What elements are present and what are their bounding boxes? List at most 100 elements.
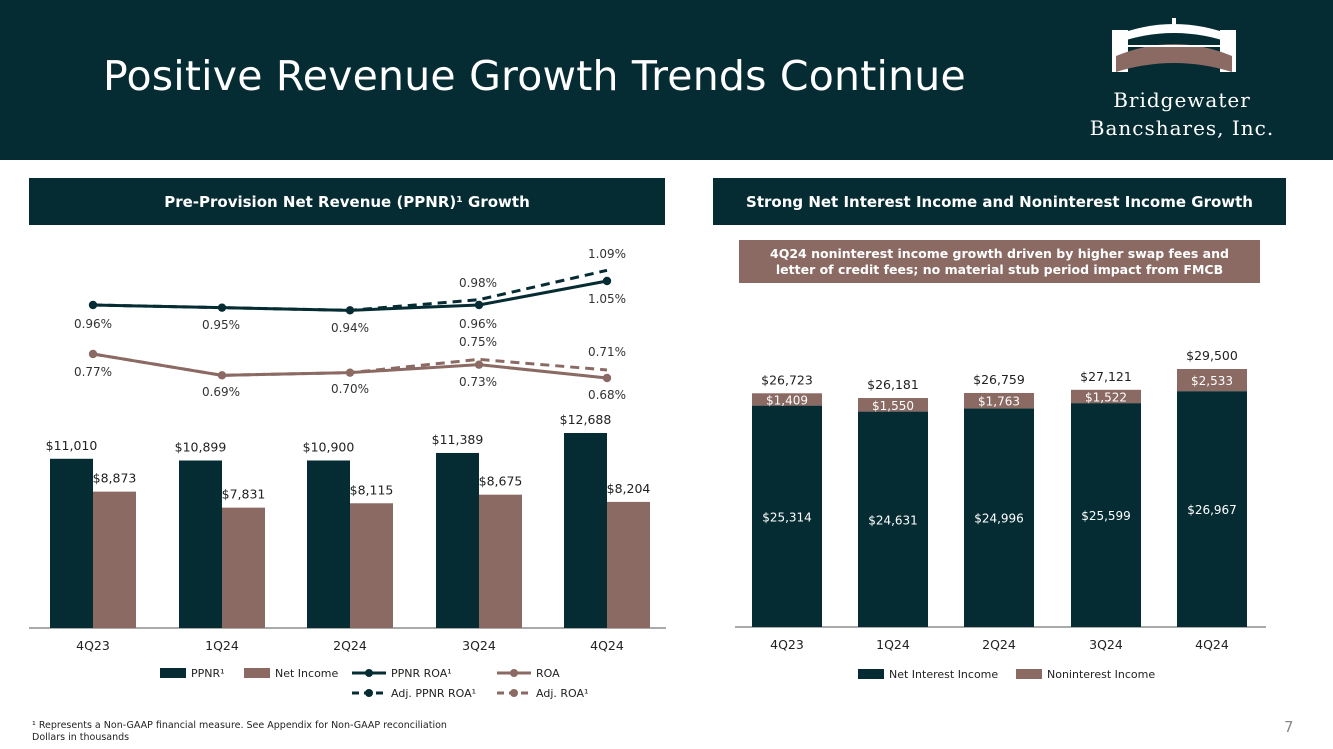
ppnr-value-label: $11,389 [432,432,484,447]
nonint-value-label: $1,522 [1085,390,1127,404]
nonint-value-label: $1,550 [872,399,914,413]
right-x-tick-label: 1Q24 [876,637,910,652]
ppnr-value-label: $11,010 [46,438,98,453]
legend-roa-label: ROA [536,667,560,680]
nonint-bar [1177,369,1247,392]
legend-adj-ppnr-roa-marker [365,689,373,697]
legend-ppnr-roa-marker [365,669,373,677]
ppnr-roa-label: 0.96% [459,317,497,331]
total-value-label: $26,723 [761,372,813,387]
page-number: 7 [1284,718,1294,736]
ppnr-bar [179,460,222,628]
nonint-bar [858,398,928,412]
nii-bar [1177,391,1247,627]
adj-roa-label: 0.75% [459,335,497,349]
net-income-bar [607,501,650,628]
legend-nonint-label: Noninterest Income [1047,668,1155,681]
footnote-line-1: ¹ Represents a Non-GAAP financial measur… [32,720,447,731]
legend-net-income-label: Net Income [275,667,339,680]
net-income-value-label: $8,115 [350,482,394,497]
roa-point [345,368,355,377]
x-tick-label: 4Q24 [590,638,624,653]
legend-ppnr-swatch [160,668,186,678]
nii-bar [858,411,928,627]
ppnr-bar [50,458,93,628]
roa-point [217,371,227,380]
total-value-label: $26,759 [973,372,1025,387]
net-income-value-label: $7,831 [222,487,266,502]
net-income-value-label: $8,675 [479,474,523,489]
adj-ppnr-roa-label: 0.98% [459,276,497,290]
footnote-line-2: Dollars in thousands [32,732,130,743]
ppnr-bar [564,433,607,628]
roa-label: 0.77% [74,365,112,379]
roa-point [474,360,484,369]
net-income-bar [479,494,522,628]
roa-point [602,276,612,286]
nonint-bar [752,393,822,406]
legend-net-income-swatch [244,668,270,678]
bridge-logo-icon [1112,18,1236,72]
ppnr-value-label: $10,900 [303,439,355,454]
nii-value-label: $25,599 [1081,509,1131,523]
roa-line [92,279,608,312]
nonint-bar [964,392,1034,409]
net-income-bar [350,503,393,628]
roa-label: 0.68% [588,388,626,402]
legend-nonint-swatch [1016,669,1042,679]
header-banner: Positive Revenue Growth Trends Continue … [0,0,1333,160]
roa-point [88,349,98,359]
legend-adj-ppnr-roa-label: Adj. PPNR ROA¹ [391,687,476,700]
adj-roa-label: 0.71% [588,345,626,359]
ppnr-bar [307,460,350,628]
ppnr-roa-label: 0.96% [74,317,112,331]
roa-point [217,303,227,312]
ppnr-value-label: $12,688 [560,412,612,427]
x-tick-label: 4Q23 [76,638,110,653]
roa-label: 0.69% [202,385,240,399]
ppnr-value-label: $10,899 [175,439,227,454]
roa-point [602,373,612,383]
total-value-label: $26,181 [867,377,919,392]
ppnr-roa-label: 1.05% [588,292,626,306]
net-income-value-label: $8,873 [93,471,137,486]
roa-label: 0.73% [459,375,497,389]
nii-bar [752,405,822,627]
net-income-bar [222,507,265,628]
right-x-tick-label: 4Q24 [1195,637,1229,652]
right-x-tick-label: 3Q24 [1089,637,1123,652]
adj-ppnr-roa-label: 1.09% [588,247,626,261]
footnote: ¹ Represents a Non-GAAP financial measur… [32,720,447,744]
company-logo: Bridgewater Bancshares, Inc. [1062,16,1302,146]
right-panel-header: Strong Net Interest Income and Nonintere… [713,178,1286,225]
nii-bar [964,408,1034,627]
x-tick-label: 1Q24 [205,638,239,653]
nonint-bar [1071,389,1141,404]
nii-value-label: $25,314 [762,510,812,524]
legend-nii-swatch [858,669,884,679]
net-income-bar [93,491,136,628]
legend-ppnr-roa-label: PPNR ROA¹ [391,667,452,680]
logo-text-line2: Bancshares, Inc. [1089,116,1275,140]
nii-value-label: $26,967 [1187,503,1237,517]
right-x-tick-label: 2Q24 [982,637,1016,652]
callout-box: 4Q24 noninterest income growth driven by… [739,240,1260,283]
page-title: Positive Revenue Growth Trends Continue [103,52,966,100]
total-value-label: $29,500 [1186,348,1238,363]
legend-ppnr-label: PPNR¹ [191,667,225,680]
nonint-value-label: $2,533 [1191,374,1233,388]
roa-point [345,306,355,315]
roa-point [88,300,98,310]
ppnr-roa-label: 0.95% [202,318,240,332]
ppnr-roa-label: 0.94% [331,321,369,335]
x-tick-label: 2Q24 [333,638,367,653]
logo-text-line1: Bridgewater [1113,88,1251,112]
net-income-value-label: $8,204 [607,481,651,496]
right-x-tick-label: 4Q23 [770,637,804,652]
nonint-value-label: $1,763 [978,395,1020,409]
legend-adj-roa-marker [510,689,518,697]
roa-label: 0.70% [331,382,369,396]
adj-roa-line [92,268,608,312]
legend-roa-marker [510,669,518,677]
nii-bar [1071,403,1141,627]
